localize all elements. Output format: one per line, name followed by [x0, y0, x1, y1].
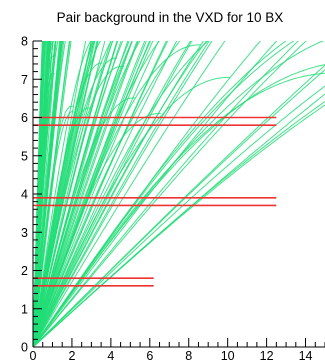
- track-line: [33, 41, 213, 347]
- track-line: [33, 41, 207, 347]
- y-tick-label: 0: [21, 341, 28, 355]
- track-line: [33, 41, 151, 347]
- x-tick-label: 14: [299, 349, 313, 362]
- x-tick-label: 0: [30, 349, 37, 362]
- track-line: [33, 64, 325, 347]
- track-line: [33, 41, 92, 347]
- x-tick-label: 6: [146, 349, 153, 362]
- track-line: [33, 101, 325, 347]
- track-line: [33, 41, 51, 347]
- track-line: [33, 41, 226, 347]
- chart-title: Pair background in the VXD for 10 BX: [57, 10, 284, 25]
- y-tick-label: 5: [21, 149, 28, 163]
- track-line: [33, 41, 299, 347]
- track-line: [33, 41, 50, 347]
- x-tick-label: 10: [221, 349, 235, 362]
- track-line: [33, 41, 57, 347]
- x-tick-label: 2: [68, 349, 75, 362]
- track-line: [33, 41, 130, 347]
- track-line: [33, 41, 57, 347]
- track-line: [33, 41, 210, 347]
- track-line: [33, 41, 112, 347]
- track-line: [33, 41, 209, 347]
- track-line: [33, 41, 169, 347]
- track-line: [33, 76, 231, 347]
- y-tick-label: 7: [21, 73, 28, 87]
- track-line: [33, 41, 192, 347]
- track-line: [33, 41, 307, 347]
- track-line: [33, 41, 178, 347]
- track-line: [33, 41, 204, 347]
- y-tick-label: 2: [21, 264, 28, 278]
- detector-layer-group: [33, 116, 277, 287]
- x-tick-label: 12: [260, 349, 274, 362]
- y-tick-label: 6: [21, 111, 28, 125]
- track-line: [33, 41, 99, 347]
- axes: [32, 40, 325, 348]
- track-line: [33, 41, 62, 347]
- y-tick-label: 8: [21, 35, 28, 49]
- track-line: [33, 41, 324, 347]
- track-line: [33, 41, 122, 347]
- track-line: [33, 41, 138, 347]
- y-tick-label: 4: [21, 188, 28, 202]
- track-group: [33, 41, 325, 347]
- track-line: [33, 41, 133, 347]
- y-tick-label: 3: [21, 226, 28, 240]
- track-line: [33, 105, 74, 347]
- x-tick-label: 8: [185, 349, 192, 362]
- track-line: [33, 41, 87, 347]
- track-line: [33, 97, 136, 347]
- track-line: [33, 41, 160, 347]
- x-tick-label: 4: [107, 349, 114, 362]
- y-tick-label: 1: [21, 302, 28, 316]
- track-line: [33, 85, 325, 347]
